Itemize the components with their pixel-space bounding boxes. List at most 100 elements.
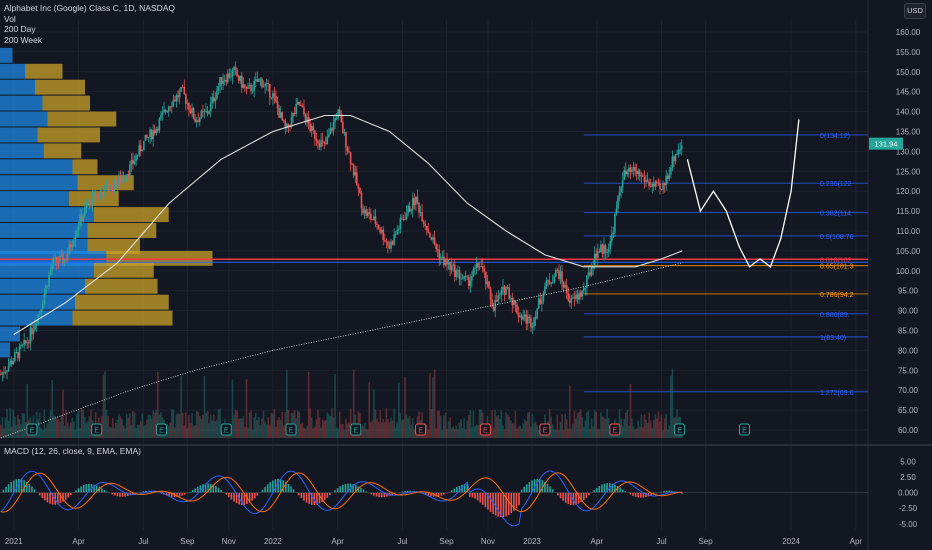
volume-bar <box>399 413 402 438</box>
volume-bar <box>149 415 151 438</box>
candle-body <box>509 298 512 299</box>
candle-body <box>111 184 114 192</box>
macd-histogram-bar <box>207 483 209 493</box>
candle-body <box>480 265 482 267</box>
volume-bar <box>76 413 78 438</box>
candle-body <box>186 103 189 104</box>
candle-body <box>544 286 546 294</box>
vp-down-bar <box>75 294 169 310</box>
volume-bar <box>122 425 125 438</box>
macd-histogram-bar <box>292 489 295 493</box>
volume-bar <box>14 416 16 438</box>
earnings-marker[interactable]: E <box>285 423 297 436</box>
macd-histogram-bar <box>562 492 564 501</box>
volume-bar <box>65 410 67 438</box>
vp-down-bar <box>72 159 98 175</box>
earnings-marker[interactable]: E <box>479 423 491 436</box>
candle-body <box>555 269 557 277</box>
earnings-marker[interactable]: E <box>26 423 38 436</box>
volume-bar <box>635 428 638 438</box>
macd-histogram-bar <box>391 492 393 495</box>
candle-body <box>345 132 347 148</box>
volume-bar <box>407 418 409 438</box>
volume-bar <box>141 413 144 438</box>
earnings-marker[interactable]: E <box>609 423 621 436</box>
candle-body <box>576 294 579 300</box>
earnings-box <box>415 423 427 436</box>
currency-button[interactable]: USD <box>904 3 926 19</box>
candle-body <box>548 280 551 284</box>
candle-body <box>74 236 77 241</box>
macd-histogram-bar <box>541 480 544 493</box>
volume-bar <box>522 423 524 438</box>
macd-indicator-label[interactable]: MACD (12, 26, close, 9, EMA, EMA) <box>4 446 141 456</box>
macd-histogram-bar <box>577 492 580 504</box>
time-tick-label: 2024 <box>782 537 800 546</box>
candle-body <box>495 299 498 302</box>
candle-body <box>413 198 416 205</box>
candle-body <box>370 214 372 220</box>
earnings-marker[interactable]: E <box>539 423 551 436</box>
candle-body <box>491 299 493 307</box>
price-tick-label: 105.00 <box>896 247 921 256</box>
earnings-marker[interactable]: E <box>415 423 427 436</box>
volume-bar <box>183 425 186 438</box>
macd-histogram-bar <box>235 492 238 504</box>
volume-bar <box>589 428 591 438</box>
earnings-marker[interactable]: E <box>738 423 750 436</box>
volume-bar <box>570 428 573 438</box>
symbol-title[interactable]: Alphabet Inc (Google) Class C, 1D, NASDA… <box>4 3 176 13</box>
volume-bar <box>273 408 276 438</box>
volume-bar <box>324 419 327 438</box>
volume-bar <box>248 412 251 438</box>
vp-down-bar <box>93 207 169 223</box>
candle-body <box>391 241 394 245</box>
candle-body <box>66 254 69 261</box>
volume-bar <box>317 409 319 438</box>
volume-bar <box>262 410 265 438</box>
candle-body <box>101 192 103 194</box>
volume-bar <box>181 412 184 438</box>
candle-body <box>259 78 262 80</box>
earnings-marker[interactable]: E <box>674 423 686 436</box>
volume-bar <box>213 414 215 438</box>
candle-body <box>583 287 585 291</box>
volume-bar <box>500 410 503 438</box>
macd-histogram-bar <box>544 481 546 493</box>
volume-bar <box>329 415 332 438</box>
candle-body <box>533 317 535 327</box>
earnings-marker[interactable]: E <box>350 423 362 436</box>
candle-body <box>527 316 529 324</box>
volume-bar <box>46 423 49 438</box>
candle-body <box>239 75 242 81</box>
volume-bar <box>596 429 599 438</box>
candle-body <box>83 208 86 217</box>
macd-histogram-bar <box>15 479 18 493</box>
ma-200-day-label[interactable]: 200 Day <box>4 24 36 34</box>
candle-body <box>421 212 423 222</box>
macd-histogram-bar <box>212 484 215 493</box>
candle-body <box>155 128 158 134</box>
volume-bar <box>461 428 464 438</box>
vol-indicator-label[interactable]: Vol <box>4 13 16 24</box>
volume-bar <box>373 389 375 438</box>
fibonacci-retracement[interactable]: 0(134.12) 0.236(122 0.382(114. 0.5(108.76 0.… <box>0 133 868 397</box>
earnings-marker[interactable]: E <box>220 423 232 436</box>
macd-histogram-bar <box>458 485 461 493</box>
volume-bar <box>10 426 13 438</box>
ma-200-week-label[interactable]: 200 Week <box>4 34 43 45</box>
macd-histogram-bar <box>360 488 362 493</box>
vp-down-bar <box>68 191 119 207</box>
vp-down-bar <box>35 79 85 95</box>
volume-bar <box>52 414 55 438</box>
earnings-marker[interactable]: E <box>155 423 167 436</box>
candle-body <box>46 286 49 287</box>
earnings-marker[interactable]: E <box>91 423 103 436</box>
candle-body <box>416 196 419 203</box>
candle-body <box>55 257 58 263</box>
candle-body <box>194 118 196 123</box>
macd-histogram-bar <box>481 492 484 505</box>
candle-body <box>332 121 335 131</box>
